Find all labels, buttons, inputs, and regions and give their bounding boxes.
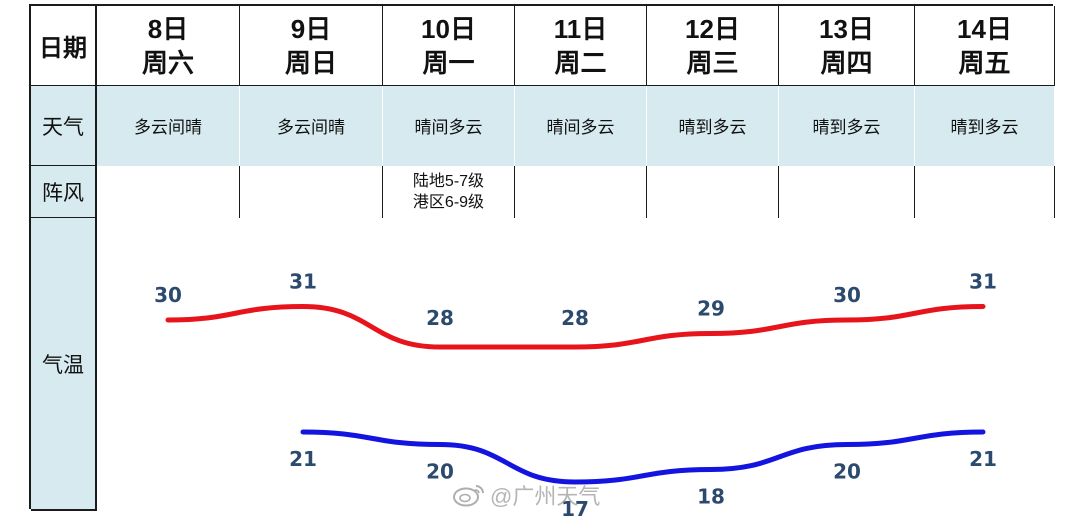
day-weekday: 周二 [554, 47, 607, 78]
day-date: 9日 [290, 13, 332, 44]
day-date: 11日 [553, 13, 608, 44]
weibo-icon [453, 485, 484, 507]
day-date: 14日 [957, 13, 1012, 44]
day-weekday: 周六 [141, 47, 194, 78]
day-header: 9日 周日 [240, 6, 383, 86]
weather-cell: 晴间多云 [515, 86, 647, 166]
day-header: 12日 周三 [647, 6, 779, 86]
weather-cell: 晴到多云 [915, 86, 1055, 166]
gust-cell [97, 166, 240, 218]
day-date: 10日 [421, 13, 476, 44]
day-weekday: 周五 [958, 47, 1011, 78]
weather-cell: 晴到多云 [647, 86, 779, 166]
gust-line: 港区6-9级 [412, 194, 485, 211]
weather-cell: 多云间晴 [97, 86, 240, 166]
weather-row-label: 天气 [31, 86, 97, 166]
gust-cell [515, 166, 647, 218]
day-date: 13日 [819, 13, 874, 44]
temp-row-label: 气温 [31, 218, 97, 511]
date-row-label: 日期 [31, 6, 97, 86]
weather-cell: 晴间多云 [383, 86, 515, 166]
day-weekday: 周一 [422, 47, 475, 78]
gust-cell [240, 166, 383, 218]
watermark-text: @广州天气 [490, 484, 601, 509]
day-date: 8日 [147, 13, 189, 44]
weather-cell: 多云间晴 [240, 86, 383, 166]
day-weekday: 周四 [820, 47, 873, 78]
gust-cell [647, 166, 779, 218]
day-header: 11日 周二 [515, 6, 647, 86]
forecast-table: 日期 8日 周六 9日 周日 10日 周一 11日 周二 12日 周三 13日 周四 14日… [29, 4, 1055, 511]
day-weekday: 周三 [686, 47, 739, 78]
day-date: 12日 [685, 13, 740, 44]
gust-cell [915, 166, 1055, 218]
watermark: @广州天气 [452, 480, 600, 510]
gust-cell: 陆地5-7级 港区6-9级 [383, 166, 515, 218]
day-weekday: 周日 [284, 47, 337, 78]
weather-cell: 晴到多云 [779, 86, 915, 166]
day-header: 10日 周一 [383, 6, 515, 86]
gust-cell [779, 166, 915, 218]
temperature-chart-area [97, 218, 1055, 511]
gust-row-label: 阵风 [31, 166, 97, 218]
gust-line: 陆地5-7级 [412, 173, 485, 190]
day-header: 13日 周四 [779, 6, 915, 86]
day-header: 14日 周五 [915, 6, 1055, 86]
day-header: 8日 周六 [97, 6, 240, 86]
